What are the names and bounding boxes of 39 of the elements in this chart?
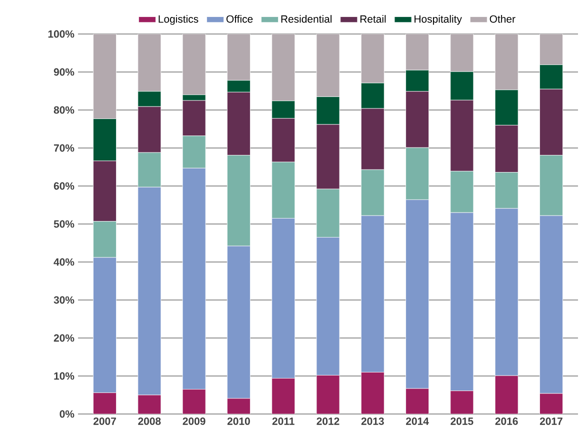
x-tick-label: 2017 [540, 418, 562, 425]
bar [182, 389, 206, 414]
y-tick-label: 20% [54, 334, 74, 342]
bar [494, 375, 518, 414]
y-tick-label: 90% [54, 68, 74, 76]
bar [316, 375, 340, 414]
bar [227, 398, 250, 414]
legend-label: Other [490, 15, 516, 23]
legend-label: Logistics [158, 15, 198, 25]
bar [406, 388, 429, 414]
y-tick-label: 100% [48, 30, 74, 38]
bar [540, 393, 563, 414]
y-tick-label: 80% [54, 106, 74, 114]
x-tick-label: 2010 [227, 418, 250, 425]
x-tick-label: 2008 [138, 418, 161, 425]
x-tick-label: 2014 [406, 418, 429, 425]
x-tick-label: 2009 [182, 418, 206, 425]
x-tick-label: 2007 [94, 418, 116, 425]
y-tick-label: 0% [60, 410, 74, 418]
bar [93, 392, 116, 414]
bar [272, 378, 296, 414]
legend-label: Hospitality [414, 15, 462, 25]
legend-label: Office [226, 15, 253, 23]
x-tick-label: 2011 [272, 418, 294, 425]
x-tick-label: 2015 [450, 418, 474, 425]
bar [450, 390, 474, 414]
y-tick-label: 40% [54, 258, 74, 266]
bar [360, 372, 384, 414]
x-tick-label: 2016 [495, 418, 518, 425]
y-tick-label: 60% [54, 182, 74, 190]
x-tick-label: 2013 [361, 418, 384, 425]
y-tick-label: 50% [54, 220, 74, 228]
x-tick-label: 2012 [316, 418, 340, 425]
bar [138, 394, 162, 414]
y-tick-label: 10% [54, 372, 74, 380]
y-tick-label: 30% [54, 296, 74, 304]
legend-label: Residential [281, 15, 332, 23]
legend-label: Retail [360, 15, 386, 23]
y-tick-label: 70% [54, 144, 74, 152]
